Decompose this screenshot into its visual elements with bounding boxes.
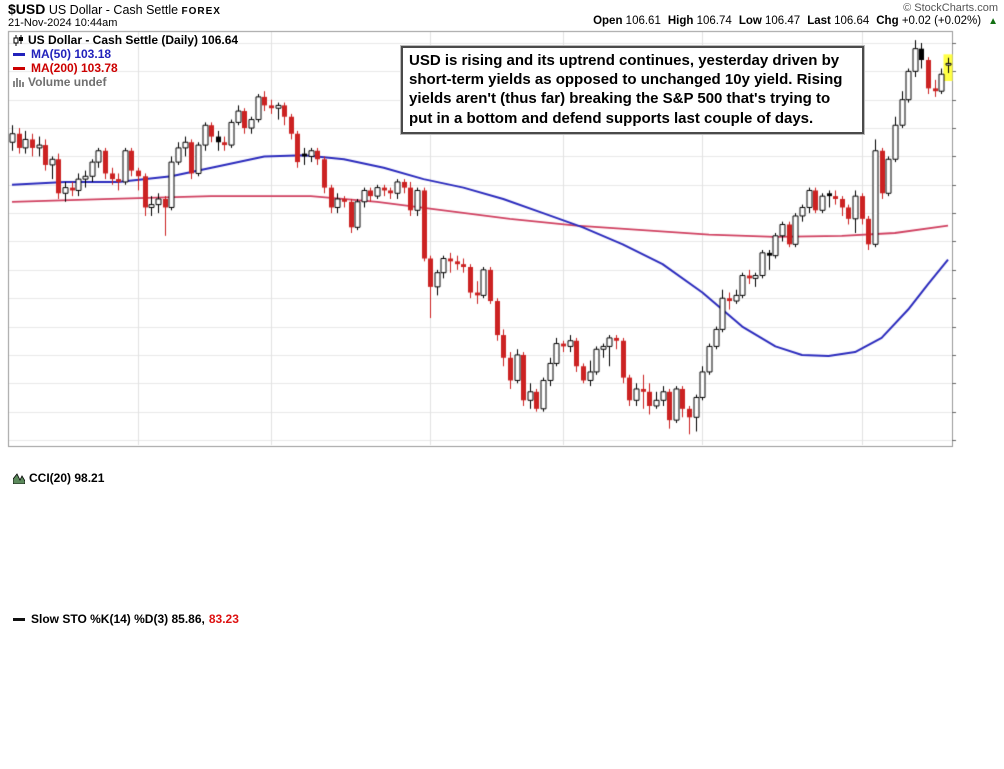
ma200-line-icon [13, 66, 25, 70]
sto-d-value: 83.23 [208, 612, 239, 626]
instrument-title: US Dollar - Cash Settle [45, 3, 182, 17]
high-value: 106.74 [696, 15, 732, 27]
cci-legend-label: CCI(20) 98.21 [29, 471, 105, 485]
candlestick-icon [13, 34, 23, 46]
sto-legend-label: Slow STO %K(14) %D(3) 85.86, [31, 612, 205, 626]
low-label: Low [738, 15, 762, 27]
ma200-legend: MA(200) 103.78 [13, 61, 118, 75]
up-triangle-icon: ▲ [988, 16, 998, 27]
sto-line-icon [13, 617, 25, 621]
quote-summary: Open 106.61 High 106.74 Low 106.47 Last 106… [593, 15, 998, 27]
exchange-label: FOREX [181, 6, 221, 17]
ma50-legend: MA(50) 103.18 [13, 47, 111, 61]
copyright: © StockCharts.com [903, 2, 998, 14]
open-value: 106.61 [625, 15, 661, 27]
cci-legend: CCI(20) 98.21 [13, 471, 104, 485]
sto-legend: Slow STO %K(14) %D(3) 85.86, 83.23 [13, 612, 239, 626]
chart-title-row: $USD US Dollar - Cash Settle FOREX [8, 1, 221, 17]
chart-datetime: 21-Nov-2024 10:44am [8, 17, 118, 29]
volume-legend-label: Volume undef [28, 75, 107, 89]
chg-label: Chg [876, 15, 899, 27]
main-legend: US Dollar - Cash Settle (Daily) 106.64 [13, 33, 238, 47]
ma50-legend-label: MA(50) 103.18 [31, 47, 112, 61]
last-label: Last [807, 15, 831, 27]
ticker-symbol: $USD [8, 1, 46, 17]
annotation-box: USD is rising and its uptrend continues,… [400, 45, 865, 135]
chg-value: +0.02 (+0.02%) [901, 15, 982, 27]
main-legend-label: US Dollar - Cash Settle (Daily) 106.64 [28, 33, 239, 47]
high-label: High [667, 15, 694, 27]
ma200-legend-label: MA(200) 103.78 [31, 61, 118, 75]
area-chart-icon [13, 472, 25, 484]
volume-legend: Volume undef [13, 75, 106, 89]
last-value: 106.64 [834, 15, 870, 27]
open-label: Open [593, 15, 623, 27]
volume-bars-icon [13, 78, 24, 87]
low-value: 106.47 [765, 15, 801, 27]
ma50-line-icon [13, 52, 25, 56]
